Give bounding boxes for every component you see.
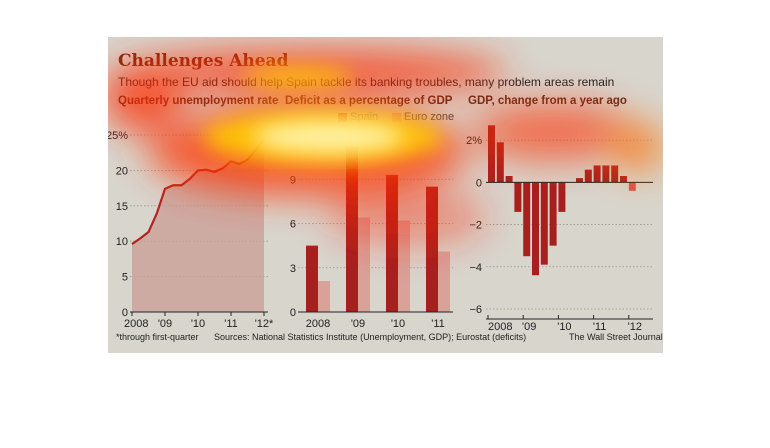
gdp-bar <box>628 182 636 191</box>
gdp-xtick-label: '12 <box>628 321 642 333</box>
gdp-xtick-label: 2008 <box>488 321 512 333</box>
gdp-bar <box>602 165 610 183</box>
gdp-xtick-label: '11 <box>593 321 607 333</box>
gdp-bar <box>488 125 495 183</box>
gdp-bar <box>514 182 522 212</box>
gdp-xtick-label: '09 <box>522 321 536 333</box>
gdp-bar <box>523 182 531 257</box>
gdp-bar <box>540 182 548 265</box>
deficit-bar-euro-zone <box>398 220 410 312</box>
gdp-bar <box>532 182 539 276</box>
gdp-bar <box>593 165 601 183</box>
gdp-ytick-label: 2% <box>466 135 482 147</box>
gdp-ytick-label: −4 <box>469 262 482 274</box>
deficit-ytick-label: 9 <box>290 174 296 186</box>
deficit-xtick-label: '11 <box>431 318 445 330</box>
unemployment-xtick-label: '09 <box>158 318 172 330</box>
gdp-bar <box>558 182 566 212</box>
unemployment-ytick-label: 25% <box>108 130 128 142</box>
unemployment-ytick-label: 15 <box>116 201 128 213</box>
gdp-bar <box>505 176 513 183</box>
unemployment-xtick-label: '10 <box>191 318 205 330</box>
gdp-ytick-label: −2 <box>469 220 482 232</box>
chart-plots: 0 5 10 15 20 25% 2008 '09 '10 '11 '12* 0 3 6 9 2008 '09 '… <box>108 125 653 333</box>
gdp-bar <box>576 178 583 183</box>
deficit-bar-euro-zone <box>358 217 370 312</box>
deficit-bar-spain <box>346 146 358 312</box>
gdp-bar <box>584 169 592 183</box>
deficit-xtick-label: '10 <box>391 318 405 330</box>
deficit-ytick-label: 6 <box>290 219 296 231</box>
deficit-bar-spain <box>386 174 398 312</box>
unemployment-xtick-label: '12* <box>255 318 274 330</box>
deficit-panel-title: Deficit as a percentage of GDP <box>285 95 453 107</box>
unemployment-ytick-label: 0 <box>122 307 128 319</box>
deficit-bar-euro-zone <box>438 251 450 312</box>
deficit-xtick-label: 2008 <box>306 318 330 330</box>
unemployment-ytick-label: 10 <box>116 236 128 248</box>
sources-note: Sources: National Statistics Institute (… <box>214 332 527 342</box>
gdp-ytick-label: −6 <box>469 304 482 316</box>
deficit-bar-euro-zone <box>318 281 330 312</box>
gdp-xtick-label: '10 <box>557 321 571 333</box>
unemployment-xtick-label: '11 <box>224 318 238 330</box>
footnote: *through first-quarter <box>116 332 199 342</box>
deficit-ytick-label: 3 <box>290 263 296 275</box>
gdp-bar <box>611 165 619 183</box>
gdp-bar <box>549 182 557 246</box>
unemployment-ytick-label: 5 <box>122 272 128 284</box>
unemployment-ytick-label: 20 <box>116 165 128 177</box>
deficit-bar-spain <box>306 245 318 312</box>
deficit-xtick-label: '09 <box>351 318 365 330</box>
deficit-ytick-label: 0 <box>290 307 296 319</box>
gdp-ytick-label: 0 <box>476 177 482 189</box>
gdp-bar <box>620 176 627 183</box>
gdp-bar <box>496 142 504 183</box>
credit: The Wall Street Journal <box>569 332 663 342</box>
unemployment-xtick-label: 2008 <box>124 318 148 330</box>
chart-figure: Challenges Ahead Though the EU aid shoul… <box>108 37 663 353</box>
deficit-bar-spain <box>426 186 438 312</box>
